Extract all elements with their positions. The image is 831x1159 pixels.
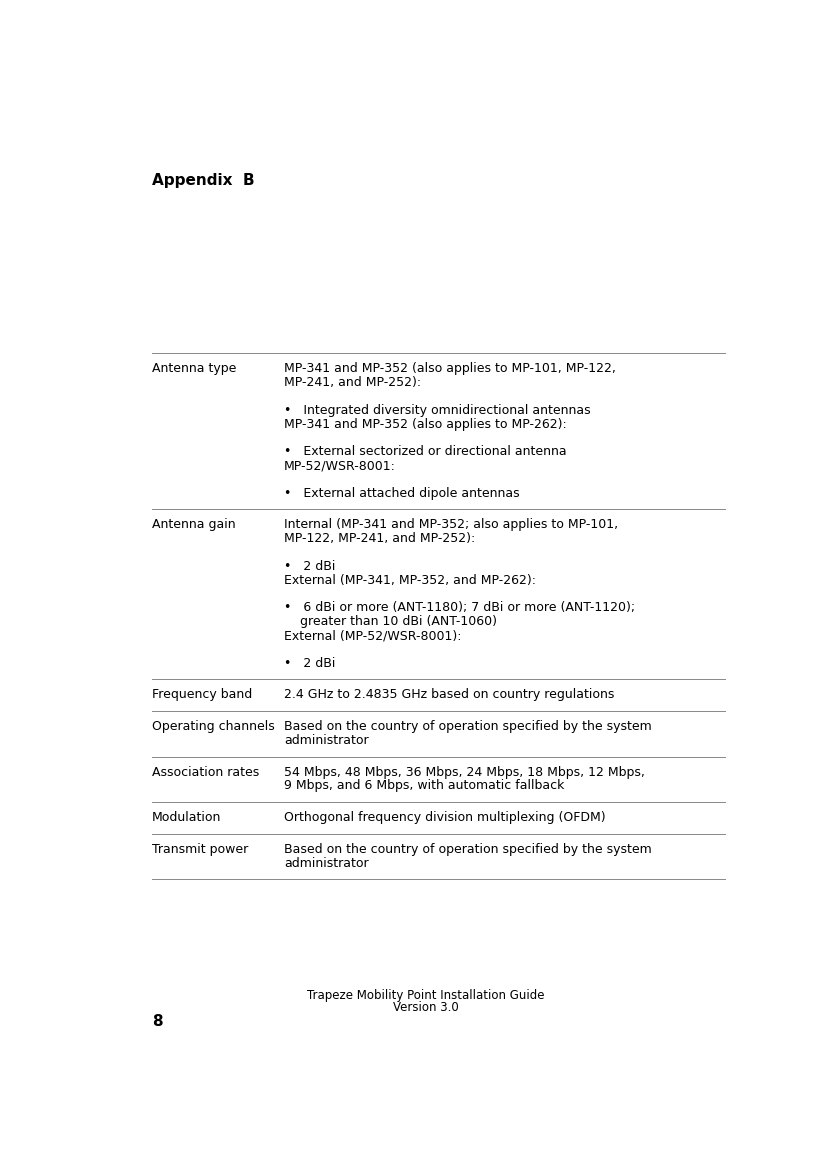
Text: 2.4 GHz to 2.4835 GHz based on country regulations: 2.4 GHz to 2.4835 GHz based on country r…: [284, 688, 615, 701]
Text: MP-122, MP-241, and MP-252):: MP-122, MP-241, and MP-252):: [284, 532, 475, 545]
Text: Antenna type: Antenna type: [152, 362, 237, 376]
Text: Association rates: Association rates: [152, 766, 259, 779]
Text: administrator: administrator: [284, 734, 369, 746]
Text: administrator: administrator: [284, 857, 369, 869]
Text: MP-241, and MP-252):: MP-241, and MP-252):: [284, 376, 421, 389]
Text: 54 Mbps, 48 Mbps, 36 Mbps, 24 Mbps, 18 Mbps, 12 Mbps,: 54 Mbps, 48 Mbps, 36 Mbps, 24 Mbps, 18 M…: [284, 766, 645, 779]
Text: •   6 dBi or more (ANT-1180); 7 dBi or more (ANT-1120);: • 6 dBi or more (ANT-1180); 7 dBi or mor…: [284, 602, 636, 614]
Text: •   2 dBi: • 2 dBi: [284, 560, 336, 573]
Text: External (MP-341, MP-352, and MP-262):: External (MP-341, MP-352, and MP-262):: [284, 574, 536, 586]
Text: Based on the country of operation specified by the system: Based on the country of operation specif…: [284, 843, 652, 855]
Text: •   External attached dipole antennas: • External attached dipole antennas: [284, 487, 520, 500]
Text: •   2 dBi: • 2 dBi: [284, 657, 336, 670]
Text: Internal (MP-341 and MP-352; also applies to MP-101,: Internal (MP-341 and MP-352; also applie…: [284, 518, 618, 531]
Text: Orthogonal frequency division multiplexing (OFDM): Orthogonal frequency division multiplexi…: [284, 811, 606, 824]
Text: •   Integrated diversity omnidirectional antennas: • Integrated diversity omnidirectional a…: [284, 403, 591, 417]
Text: MP-341 and MP-352 (also applies to MP-101, MP-122,: MP-341 and MP-352 (also applies to MP-10…: [284, 362, 616, 376]
Text: MP-52/WSR-8001:: MP-52/WSR-8001:: [284, 459, 396, 472]
Text: •   External sectorized or directional antenna: • External sectorized or directional ant…: [284, 445, 567, 458]
Text: Operating channels: Operating channels: [152, 720, 275, 732]
Text: Transmit power: Transmit power: [152, 843, 248, 855]
Text: 8: 8: [152, 1014, 163, 1029]
Text: Based on the country of operation specified by the system: Based on the country of operation specif…: [284, 720, 652, 732]
Text: Antenna gain: Antenna gain: [152, 518, 236, 531]
Text: Appendix  B: Appendix B: [152, 173, 255, 188]
Text: Trapeze Mobility Point Installation Guide: Trapeze Mobility Point Installation Guid…: [307, 989, 544, 1001]
Text: Frequency band: Frequency band: [152, 688, 253, 701]
Text: Modulation: Modulation: [152, 811, 222, 824]
Text: MP-341 and MP-352 (also applies to MP-262):: MP-341 and MP-352 (also applies to MP-26…: [284, 417, 567, 430]
Text: External (MP-52/WSR-8001):: External (MP-52/WSR-8001):: [284, 629, 462, 642]
Text: 9 Mbps, and 6 Mbps, with automatic fallback: 9 Mbps, and 6 Mbps, with automatic fallb…: [284, 779, 564, 793]
Text: greater than 10 dBi (ANT-1060): greater than 10 dBi (ANT-1060): [284, 615, 497, 628]
Text: Version 3.0: Version 3.0: [393, 1001, 459, 1014]
